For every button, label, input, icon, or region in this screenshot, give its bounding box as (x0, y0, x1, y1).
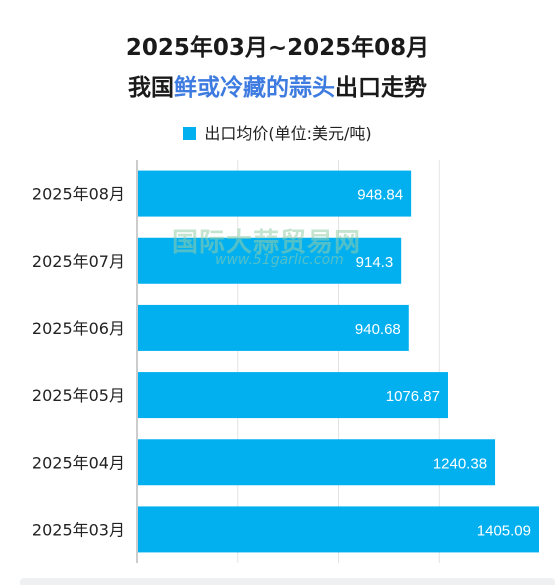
bottom-panel-edge (20, 578, 555, 585)
bar-3 (138, 372, 448, 419)
legend: 出口均价(单位:美元/吨) (0, 120, 555, 144)
watermark-logo: 国际大蒜贸易网 (172, 228, 362, 258)
bar-2 (138, 304, 409, 351)
bar-value-label-1: 914.3 (356, 254, 394, 271)
bar-value-label-2: 940.68 (355, 321, 401, 338)
category-label-5: 2025年03月 (32, 520, 125, 539)
category-label-2: 2025年06月 (32, 319, 125, 338)
watermark-url: www.51garlic.com (215, 252, 344, 268)
bar-value-label-5: 1405.09 (477, 522, 531, 539)
bar-value-label-4: 1240.38 (433, 455, 487, 472)
chart-title-line2: 我国鲜或冷藏的蒜头出口走势 (0, 68, 555, 102)
bar-4 (138, 439, 496, 486)
bar-value-label-3: 1076.87 (386, 388, 440, 405)
legend-label: 出口均价(单位:美元/吨) (204, 124, 372, 143)
category-label-1: 2025年07月 (32, 252, 125, 271)
bar-value-label-0: 948.84 (357, 187, 403, 204)
title-prefix: 我国 (128, 75, 174, 101)
bar-5 (138, 506, 539, 553)
legend-swatch (183, 127, 197, 140)
category-label-3: 2025年05月 (32, 386, 125, 405)
bar-0 (138, 170, 412, 217)
bar-1 (138, 237, 402, 284)
title-highlight: 鲜或冷藏的蒜头 (174, 75, 335, 101)
chart-title-line1: 2025年03月~2025年08月 (125, 35, 430, 61)
category-label-4: 2025年04月 (32, 453, 125, 472)
title-suffix: 出口走势 (335, 75, 427, 101)
category-label-0: 2025年08月 (32, 185, 125, 204)
